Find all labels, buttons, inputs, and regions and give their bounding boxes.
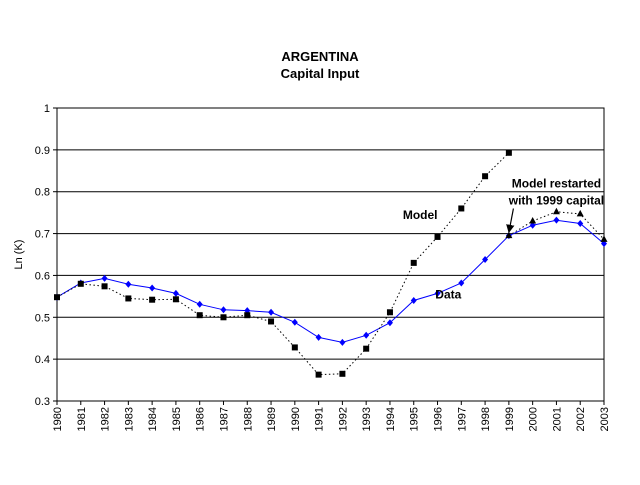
chart-subtitle: Capital Input [281, 66, 360, 81]
data-point [553, 216, 560, 224]
data-point [196, 300, 203, 308]
x-tick-label: 2003 [599, 407, 611, 431]
x-tick-label: 1981 [76, 407, 88, 431]
series-2 [54, 149, 512, 378]
x-tick-label: 1991 [314, 407, 326, 431]
data-point [101, 283, 108, 290]
x-tick-label: 1987 [218, 407, 230, 431]
data-point [410, 297, 417, 305]
data-point [386, 309, 393, 316]
data-point [577, 220, 584, 228]
series-1 [54, 216, 607, 346]
data-point [600, 235, 608, 242]
series-group [54, 149, 608, 378]
y-tick-label: 1 [44, 103, 50, 115]
data-point [458, 279, 465, 287]
annotation-label: Data [435, 287, 461, 301]
x-tick-label: 2002 [575, 407, 587, 431]
data-point [77, 280, 84, 287]
data-point [315, 371, 322, 378]
series-line [56, 219, 605, 343]
data-point [220, 314, 227, 321]
y-tick-label: 0.8 [35, 187, 50, 199]
data-point [220, 306, 227, 314]
data-point [363, 345, 370, 352]
data-point [291, 318, 298, 326]
data-point [172, 289, 179, 297]
series-3 [505, 207, 608, 242]
x-axis: 1980 1981 1982 1983 1984 1985 1986 1987 1988 1989… [52, 401, 611, 431]
annotation-label: Model [403, 208, 438, 222]
data-point [482, 173, 489, 180]
data-point [339, 338, 346, 346]
y-tick-label: 0.6 [35, 270, 50, 282]
x-tick-label: 1988 [242, 407, 254, 431]
y-tick-label: 0.5 [35, 312, 50, 324]
x-tick-label: 1999 [504, 407, 516, 431]
data-point [576, 209, 584, 217]
data-point [458, 205, 465, 212]
x-tick-label: 1997 [456, 407, 468, 431]
data-point [529, 217, 537, 224]
data-point [172, 296, 179, 303]
x-tick-label: 1986 [195, 407, 207, 431]
y-tick-label: 0.4 [35, 354, 50, 366]
x-tick-label: 1994 [385, 407, 397, 431]
annotations: Model Data Model restarted with 1999 capita… [403, 177, 604, 302]
data-point [268, 318, 275, 325]
annotation-arrow [506, 208, 515, 234]
y-tick-label: 0.7 [35, 229, 50, 241]
data-point [315, 333, 322, 341]
data-point [268, 308, 275, 316]
data-point [54, 294, 60, 301]
chart-title: ARGENTINA [281, 49, 359, 64]
x-tick-label: 1995 [409, 407, 421, 431]
x-tick-label: 1990 [290, 407, 302, 431]
data-point [101, 274, 108, 282]
data-point [363, 331, 370, 339]
data-point [482, 256, 489, 264]
y-axis-label: Ln (K) [13, 240, 25, 270]
y-tick-label: 0.9 [35, 145, 50, 157]
annotation-label: Model restarted [512, 177, 601, 191]
data-point [434, 233, 441, 240]
data-point [434, 289, 441, 297]
x-tick-label: 1982 [100, 407, 112, 431]
x-tick-label: 2000 [528, 407, 540, 431]
y-tick-label: 0.3 [35, 396, 50, 408]
data-point [552, 207, 560, 215]
data-point [196, 312, 203, 319]
x-tick-label: 1998 [480, 407, 492, 431]
data-point [125, 280, 132, 288]
data-point [505, 231, 513, 239]
x-tick-label: 1983 [123, 407, 135, 431]
data-point [386, 319, 393, 327]
y-axis: 0.3 0.4 0.5 0.6 0.7 0.8 0.9 1 [35, 103, 57, 408]
x-tick-label: 1985 [171, 407, 183, 431]
data-point [149, 284, 156, 292]
plot-area [56, 107, 605, 402]
data-point [339, 370, 346, 377]
data-point [505, 149, 512, 156]
data-point [410, 259, 417, 266]
series-line [56, 152, 510, 376]
grid [57, 149, 604, 360]
x-tick-label: 1989 [266, 407, 278, 431]
annotation-label: with 1999 capital [508, 194, 604, 208]
x-tick-label: 1992 [337, 407, 349, 431]
x-tick-label: 2001 [551, 407, 563, 431]
data-point [244, 312, 251, 319]
x-tick-label: 1980 [52, 407, 64, 431]
data-point [125, 295, 132, 302]
data-point [291, 344, 298, 351]
x-tick-label: 1996 [433, 407, 445, 431]
series-line [508, 211, 605, 240]
data-point [149, 296, 156, 303]
x-tick-label: 1984 [147, 407, 159, 431]
x-tick-label: 1993 [361, 407, 373, 431]
